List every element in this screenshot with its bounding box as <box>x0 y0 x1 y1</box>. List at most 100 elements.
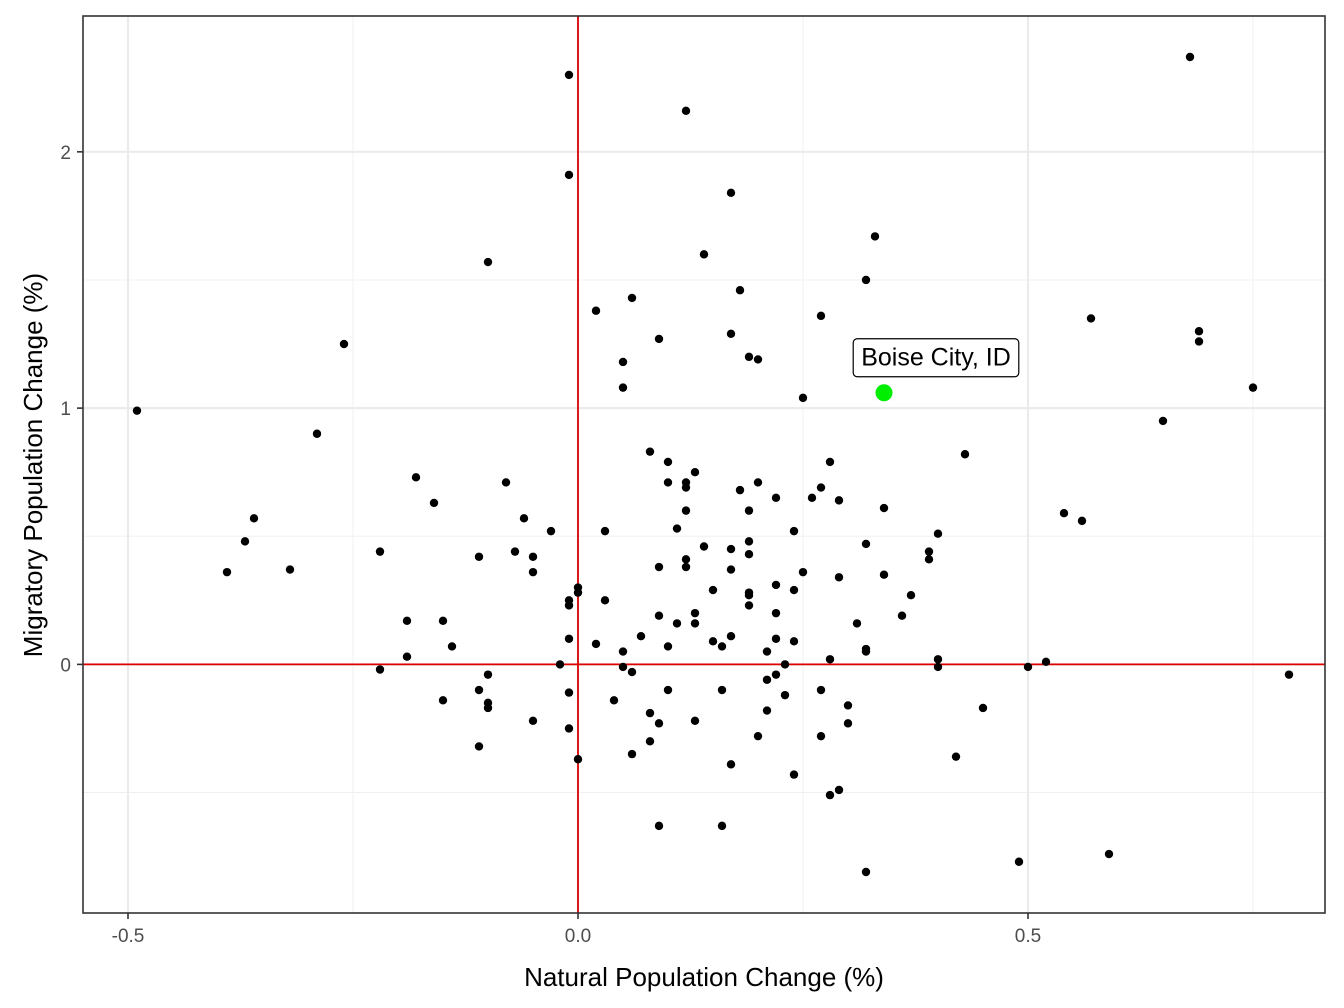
data-point <box>618 383 628 392</box>
data-point <box>726 632 736 641</box>
data-point <box>789 585 799 595</box>
data-point <box>654 821 664 831</box>
reference-lines <box>83 16 1325 913</box>
data-point <box>1185 52 1195 62</box>
highlight-point <box>875 384 893 402</box>
data-point <box>411 473 421 482</box>
data-point <box>312 429 322 438</box>
data-point <box>609 696 619 705</box>
data-point <box>402 652 412 661</box>
data-point <box>735 485 745 495</box>
data-point <box>564 634 574 643</box>
data-point <box>240 537 250 546</box>
data-point <box>861 275 871 285</box>
data-point <box>546 526 556 536</box>
panel-border <box>82 15 1326 914</box>
data-point <box>663 478 673 487</box>
data-point <box>789 770 799 779</box>
data-point <box>564 70 574 80</box>
data-point <box>825 655 835 664</box>
data-point <box>1194 327 1204 336</box>
data-point <box>672 524 682 533</box>
data-point <box>564 601 574 610</box>
data-point <box>1059 508 1069 518</box>
x-tick-label: 0.5 <box>1015 926 1041 947</box>
y-tick-label: 0 <box>60 655 71 676</box>
data-point <box>762 675 772 684</box>
data-point <box>600 526 610 536</box>
data-point <box>690 619 700 628</box>
data-point <box>438 696 448 705</box>
data-point <box>744 601 754 610</box>
highlight-callout: Boise City, ID <box>852 338 1020 378</box>
data-point <box>735 286 745 295</box>
data-point <box>672 619 682 628</box>
data-point <box>645 737 655 746</box>
data-point <box>474 685 484 695</box>
data-point <box>762 706 772 715</box>
data-point <box>636 632 646 641</box>
data-point <box>870 232 880 241</box>
data-point <box>834 573 844 582</box>
data-point <box>1248 383 1258 392</box>
data-point <box>564 170 574 180</box>
data-point <box>726 544 736 554</box>
data-point <box>699 542 709 551</box>
data-point <box>564 688 574 697</box>
data-point <box>690 467 700 477</box>
y-axis-title: Migratory Population Change (%) <box>18 273 48 657</box>
data-point <box>816 685 826 695</box>
data-point <box>681 506 691 515</box>
callout-box <box>852 338 1020 378</box>
data-point <box>744 506 754 515</box>
data-point <box>528 716 538 725</box>
data-point <box>897 611 907 620</box>
data-point <box>771 634 781 643</box>
highlight-group: Boise City, ID <box>852 338 1020 402</box>
data-point <box>663 457 673 467</box>
data-point <box>861 867 871 877</box>
data-point <box>699 250 709 259</box>
data-point <box>744 550 754 559</box>
x-axis-title: Natural Population Change (%) <box>524 962 884 992</box>
data-point <box>924 547 934 556</box>
data-point <box>798 393 808 403</box>
data-point <box>654 611 664 620</box>
y-axis-ticks: 0 1 2 <box>60 143 83 676</box>
data-point <box>807 493 817 503</box>
data-point <box>438 616 448 626</box>
data-point <box>627 749 637 759</box>
data-point <box>1086 314 1096 323</box>
data-point <box>753 731 763 741</box>
data-point <box>600 596 610 605</box>
data-point <box>726 329 736 338</box>
data-point <box>780 660 790 669</box>
data-point <box>555 660 565 669</box>
data-point <box>528 552 538 561</box>
data-points <box>132 52 1294 877</box>
x-axis-ticks: -0.5 0.0 0.5 <box>112 913 1041 947</box>
data-point <box>222 567 232 577</box>
data-point <box>474 552 484 561</box>
data-point <box>825 457 835 467</box>
data-point <box>663 642 673 651</box>
data-point <box>933 529 943 538</box>
data-point <box>744 591 754 600</box>
y-tick-label: 1 <box>60 399 71 420</box>
data-point <box>708 585 718 595</box>
data-point <box>681 555 691 564</box>
data-point <box>645 708 655 718</box>
data-point <box>726 188 736 198</box>
data-point <box>843 719 853 728</box>
data-point <box>681 562 691 572</box>
data-point <box>708 637 718 646</box>
data-point <box>762 647 772 656</box>
data-point <box>879 503 889 513</box>
data-point <box>591 639 601 649</box>
data-point <box>744 352 754 362</box>
data-point <box>618 357 628 367</box>
data-point <box>1284 670 1294 679</box>
data-point <box>1194 337 1204 346</box>
